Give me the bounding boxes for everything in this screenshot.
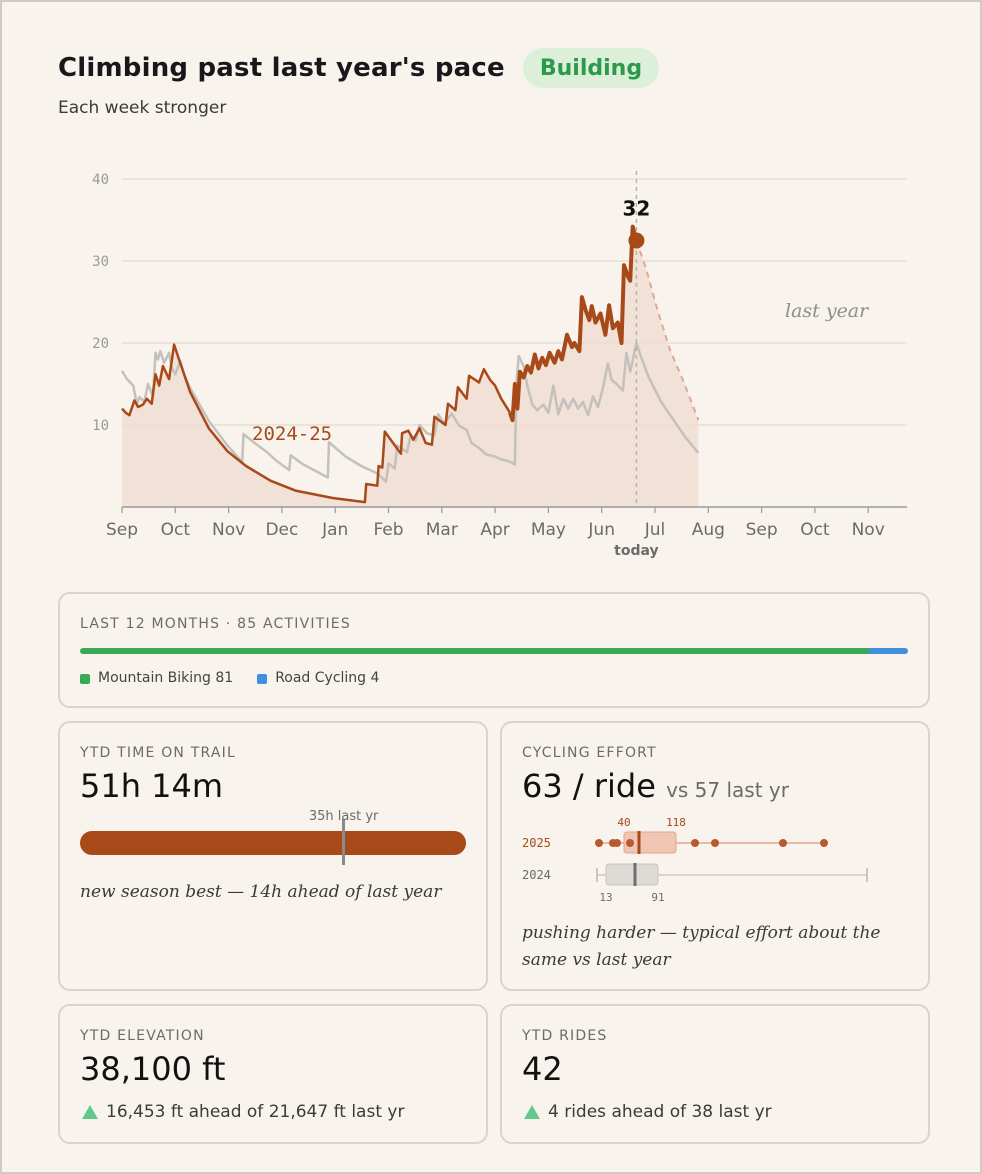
road-swatch (257, 674, 268, 684)
x-tick-label: Feb (373, 520, 403, 540)
time-label: YTD TIME ON TRAIL (80, 745, 236, 761)
time-value: 51h 14m (80, 767, 224, 805)
current-point (628, 232, 645, 249)
q3-2025-label: 118 (666, 816, 686, 829)
rides-delta: 4 rides ahead of 38 last yr (524, 1102, 772, 1122)
last-year-marker (342, 819, 346, 865)
legend-item-mountain: Mountain Biking 81 (80, 670, 233, 686)
status-badge: Building (522, 48, 660, 88)
dot-2025 (595, 839, 603, 847)
y-tick-label: 20 (92, 336, 109, 352)
header: Climbing past last year's pace Building (58, 48, 660, 88)
cycling-effort-card: CYCLING EFFORT 63 / ride vs 57 last yr 2… (500, 721, 930, 991)
legend-road-label: Road Cycling 4 (275, 670, 380, 686)
page-title: Climbing past last year's pace (58, 53, 505, 83)
q3-2024-label: 91 (651, 891, 664, 904)
x-tick-label: Apr (480, 520, 509, 540)
y-tick-label: 10 (92, 418, 109, 434)
y-tick-label: 30 (92, 254, 109, 270)
dot-2025 (820, 839, 828, 847)
x-tick-label: Jun (587, 520, 615, 540)
row-2024-label: 2024 (522, 868, 551, 882)
effort-value: 63 / ride vs 57 last yr (522, 767, 789, 805)
row-2025-label: 2025 (522, 836, 551, 850)
road-cycling-segment (869, 648, 908, 654)
elevation-delta: 16,453 ft ahead of 21,647 ft last yr (82, 1102, 404, 1122)
rides-label: YTD RIDES (522, 1028, 608, 1044)
today-label: today (614, 543, 658, 559)
forecast-line (635, 240, 700, 421)
legend-mountain-label: Mountain Biking 81 (98, 670, 234, 686)
time-progress-track: 35h last yr (80, 809, 466, 865)
box-2024 (605, 863, 659, 886)
dot-2025 (626, 839, 634, 847)
x-tick-label: Oct (800, 520, 830, 540)
effort-note: pushing harder — typical effort about th… (522, 923, 881, 970)
elevation-label: YTD ELEVATION (80, 1028, 205, 1044)
dot-2025 (691, 839, 699, 847)
effort-compare: vs 57 last yr (666, 778, 789, 802)
rides-delta-text: 4 rides ahead of 38 last yr (548, 1102, 772, 1122)
dot-2025 (779, 839, 787, 847)
activity-split-bar (80, 648, 908, 654)
effort-boxplot: 2025 40 118 2024 13 91 (522, 816, 868, 904)
x-tick-label: Mar (426, 520, 458, 540)
elevation-delta-text: 16,453 ft ahead of 21,647 ft last yr (106, 1102, 405, 1122)
elevation-card: YTD ELEVATION 38,100 ft 16,453 ft ahead … (58, 1004, 488, 1144)
current-value-label: 32 (622, 197, 650, 221)
dot-2025 (613, 839, 621, 847)
series-label-current: 2024-25 (252, 423, 332, 445)
up-triangle-icon (82, 1105, 98, 1119)
mountain-biking-segment (80, 648, 870, 654)
x-tick-label: Jan (321, 520, 348, 540)
last-year-line (120, 341, 700, 483)
q1-2025-label: 40 (617, 816, 630, 829)
x-tick-label: Aug (692, 520, 725, 540)
activities-card: LAST 12 MONTHS · 85 ACTIVITIES Mountain … (58, 592, 930, 708)
effort-value-number: 63 / ride (522, 767, 656, 805)
effort-label: CYCLING EFFORT (522, 745, 657, 761)
rides-value: 42 (522, 1050, 563, 1088)
activity-legend: Mountain Biking 81 Road Cycling 4 (80, 670, 403, 686)
x-tick-label: Jul (644, 520, 666, 540)
dot-2025 (711, 839, 719, 847)
x-tick-label: Sep (106, 520, 138, 540)
elevation-value: 38,100 ft (80, 1050, 226, 1088)
page-subtitle: Each week stronger (58, 98, 227, 118)
activities-label: LAST 12 MONTHS · 85 ACTIVITIES (80, 616, 351, 632)
rides-card: YTD RIDES 42 4 rides ahead of 38 last yr (500, 1004, 930, 1144)
legend-item-road: Road Cycling 4 (257, 670, 379, 686)
current-area (122, 226, 699, 507)
time-progress-fill (80, 831, 466, 855)
x-tick-label: Nov (852, 520, 885, 540)
mountain-swatch (80, 674, 90, 684)
x-tick-label: May (531, 520, 566, 540)
time-on-trail-card: YTD TIME ON TRAIL 51h 14m 35h last yr ne… (58, 721, 488, 991)
trend-chart: 10 20 30 40 Sep Oct Nov Dec Jan Feb Mar Apr May Jun Ju… (92, 171, 907, 559)
q1-2024-label: 13 (599, 891, 612, 904)
y-tick-label: 40 (92, 172, 109, 188)
x-tick-label: Nov (212, 520, 245, 540)
x-tick-label: Dec (265, 520, 298, 540)
current-line-recent (508, 224, 639, 423)
up-triangle-icon (524, 1105, 540, 1119)
x-tick-label: Oct (161, 520, 191, 540)
box-2025 (623, 831, 677, 854)
x-tick-label: Sep (746, 520, 778, 540)
series-label-last-year: last year (785, 300, 870, 322)
last-year-marker-label: 35h last yr (308, 809, 379, 824)
current-line (121, 343, 512, 504)
time-note: new season best — 14h ahead of last year (80, 882, 442, 902)
